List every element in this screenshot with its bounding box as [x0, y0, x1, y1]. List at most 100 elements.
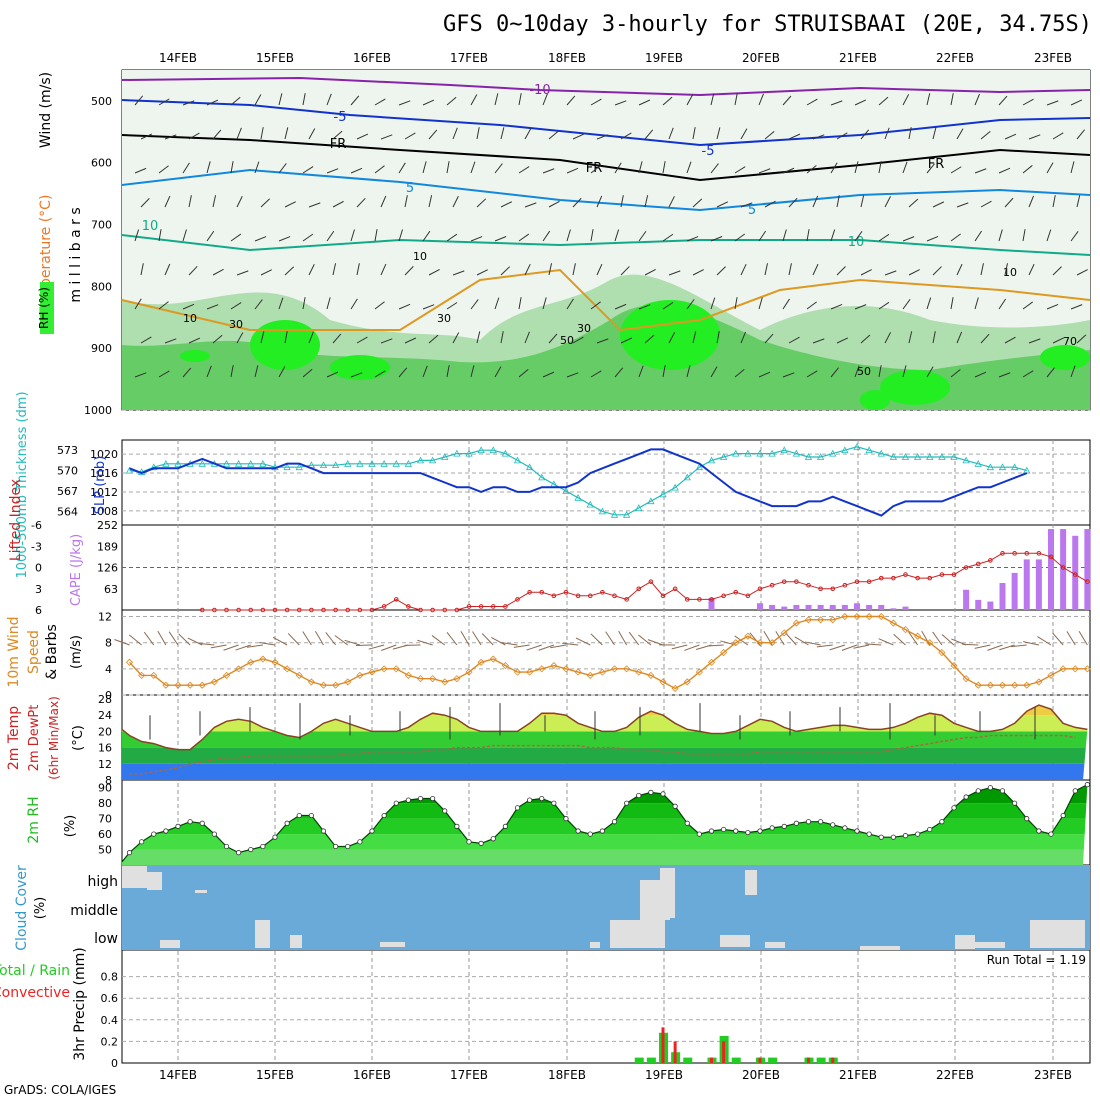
- date-label-bottom: 16FEB: [353, 1068, 391, 1082]
- wind-ytick: 8: [105, 637, 112, 650]
- wind-barb: [134, 95, 144, 106]
- wind10m-barb: [865, 643, 882, 646]
- wind-barb: [206, 161, 211, 174]
- wind10m-barb: [749, 632, 761, 646]
- wind-barb: [302, 233, 314, 242]
- li-point: [842, 582, 848, 588]
- rh-saturated-cell: [1040, 345, 1090, 370]
- wind10m-barb: [1037, 636, 1052, 646]
- thickness-point: [780, 446, 788, 454]
- wind-barb: [374, 98, 386, 106]
- li-point: [551, 593, 557, 599]
- wind-barb: [446, 161, 450, 174]
- wind-barb: [140, 133, 153, 140]
- rh-point: [721, 826, 727, 833]
- wind-barb: [476, 331, 481, 344]
- wind10m-barb: [908, 631, 919, 646]
- wind-barb: [950, 297, 954, 310]
- li-point: [781, 579, 787, 584]
- thickness-point: [125, 466, 134, 474]
- wind-ylabel-2: Speed: [26, 630, 42, 674]
- date-label-bottom: 17FEB: [450, 1068, 488, 1082]
- wind-barb: [758, 230, 767, 242]
- rh-point: [733, 828, 739, 834]
- thickness-point: [986, 463, 995, 471]
- rh-contour-label: 50: [560, 334, 574, 347]
- isotherm-label: -5: [334, 110, 347, 125]
- wind10m-barb: [481, 633, 494, 646]
- wind10m-barb: [987, 644, 1003, 651]
- wind10m-barb: [962, 643, 979, 646]
- rh-point: [151, 831, 157, 837]
- precip-total-bar: [634, 1057, 644, 1063]
- thickness-point: [150, 463, 158, 471]
- wind-ylabel-1: 10m Wind: [6, 616, 22, 687]
- li-point: [527, 589, 532, 595]
- li-point: [1000, 551, 1005, 556]
- wind10m-barb: [417, 639, 433, 646]
- axis-labels: 14FEB 14FEB 15FEB 15FEB 16FEB 16FEB 17FEB 17FEB…: [0, 51, 1086, 1082]
- wind-speed-point: [538, 665, 546, 673]
- date-label-top: 23FEB: [1034, 51, 1072, 65]
- cloud-background: [122, 865, 1090, 950]
- wind-barb: [566, 298, 574, 310]
- thickness-point: [913, 453, 922, 460]
- wind-barb: [326, 168, 339, 174]
- rh-point: [260, 843, 266, 850]
- wind-barb: [452, 196, 459, 208]
- cloud-block: [590, 942, 600, 948]
- wind-barb: [662, 365, 666, 378]
- thickness-point: [610, 510, 619, 518]
- wind-barb: [854, 231, 863, 242]
- wind-speed-point: [138, 671, 146, 679]
- rh-point: [599, 828, 605, 834]
- slp-ytick-left: 570: [57, 465, 78, 478]
- wind-barb: [902, 236, 915, 242]
- wind-barb: [548, 333, 558, 344]
- wind-barb: [1052, 266, 1062, 276]
- date-label-top: 14FEB: [159, 51, 197, 65]
- rh-point: [672, 803, 678, 809]
- thickness-point: [501, 449, 510, 457]
- wind-barb: [980, 263, 984, 276]
- wind-speed-point: [659, 678, 667, 686]
- wind-barb: [350, 95, 360, 106]
- cloud-block: [745, 870, 757, 895]
- wind-barb: [470, 161, 476, 174]
- precip-ylabel-units: 3hr Precip (mm): [72, 947, 88, 1060]
- wind-speed-point: [259, 655, 267, 663]
- wind-barb: [350, 167, 363, 174]
- wind-barb: [524, 331, 530, 344]
- wind10m-barb: [143, 631, 155, 646]
- wind-barb: [974, 371, 987, 378]
- thickness-point: [901, 453, 910, 460]
- wind-barb: [860, 334, 871, 344]
- rh-point: [915, 831, 921, 837]
- cape-bar: [1023, 559, 1030, 610]
- wind-speed-point: [877, 612, 885, 621]
- li-point: [515, 597, 520, 602]
- thickness-point: [247, 459, 255, 467]
- wind-speed-point: [550, 662, 558, 670]
- wind-barb: [332, 333, 342, 344]
- wind-barb: [542, 371, 555, 378]
- wind-barb: [1028, 134, 1041, 140]
- isotherm-label: FR: [928, 157, 945, 172]
- temp-ytick: 24: [98, 709, 112, 722]
- date-label-top: 17FEB: [450, 51, 488, 65]
- wind-barb: [812, 263, 819, 276]
- wind-barb: [1076, 195, 1081, 208]
- wind-barb: [950, 166, 962, 174]
- wind-barb: [140, 198, 150, 208]
- cloud-block: [255, 920, 270, 948]
- wind-barb: [620, 266, 630, 276]
- wind10m-barb: [794, 636, 809, 646]
- li-point: [321, 607, 326, 613]
- wind-barb: [908, 331, 913, 344]
- wind-barb: [710, 163, 719, 174]
- wind-speed-point: [865, 612, 873, 621]
- li-point: [794, 579, 799, 584]
- cloud-block: [147, 872, 162, 890]
- li-point: [260, 607, 266, 613]
- wind-barb: [1070, 99, 1083, 106]
